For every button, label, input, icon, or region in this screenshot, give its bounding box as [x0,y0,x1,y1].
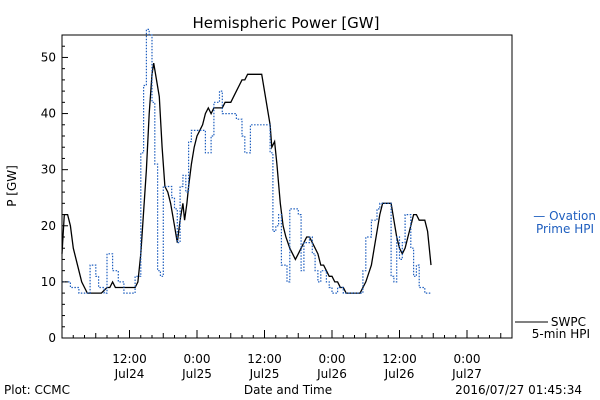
y-tick-label: 50 [41,50,56,64]
x-tick-date: Jul26 [384,367,415,381]
legend-swpc-line1: SWPC [551,315,586,329]
x-tick-time: 0:00 [319,352,346,366]
legend-ovation-line1: — Ovation [533,209,596,223]
y-tick-label: 0 [48,331,56,345]
ticks-layer: 0102030405012:00Jul240:00Jul2512:00Jul25… [41,34,502,381]
legend-ovation-line2: Prime HPI [536,222,594,236]
footer-plot-credit: Plot: CCMC [4,383,70,397]
x-tick-date: Jul27 [451,367,482,381]
x-tick-time: 12:00 [247,352,282,366]
y-tick-label: 40 [41,107,56,121]
x-axis-label: Date and Time [244,383,332,397]
plot-area: 0102030405012:00Jul240:00Jul2512:00Jul25… [41,28,513,381]
y-tick-label: 20 [41,219,56,233]
legend-swpc-line2: 5-min HPI [532,327,590,341]
y-tick-label: 10 [41,275,56,289]
series-line-ovation [62,28,431,294]
x-tick-time: 0:00 [184,352,211,366]
x-tick-date: Jul26 [316,367,347,381]
x-tick-date: Jul25 [249,367,280,381]
x-tick-time: 12:00 [112,352,147,366]
x-tick-date: Jul25 [181,367,212,381]
series-layer [61,28,432,294]
x-tick-time: 12:00 [382,352,417,366]
chart-title: Hemispheric Power [GW] [193,14,380,32]
y-axis-label: P [GW] [5,165,19,207]
x-tick-time: 0:00 [454,352,481,366]
footer-timestamp: 2016/07/27 01:45:34 [455,383,582,397]
x-tick-date: Jul24 [114,367,145,381]
series-line-swpc [61,62,432,294]
y-tick-label: 30 [41,163,56,177]
